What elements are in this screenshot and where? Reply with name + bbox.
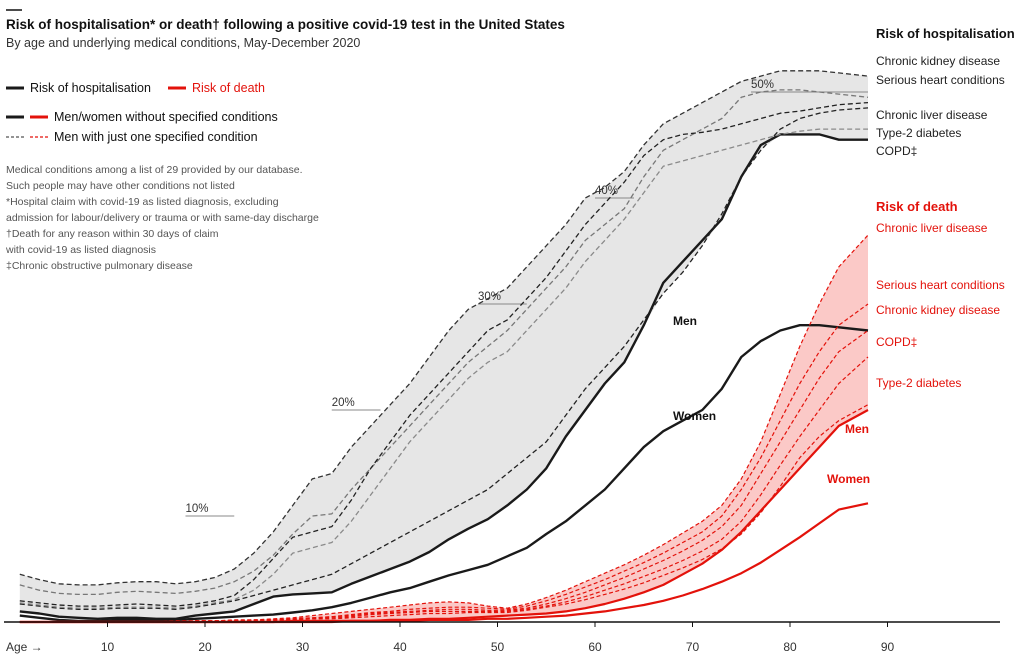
x-tick-label: 40: [393, 640, 407, 654]
series-labels: Chronic kidney disease Serious heart cond…: [673, 54, 1005, 486]
legend-item-hosp: Risk of hospitalisation: [30, 81, 151, 95]
hosp-line-serious-heart-conditions: [19, 89, 869, 596]
gridline-label: 10%: [186, 503, 209, 515]
x-tick-label: 50: [491, 640, 505, 654]
gridline-label: 30%: [478, 291, 501, 303]
heading-death: Risk of death: [876, 199, 958, 214]
legend: Risk of hospitalisation Risk of death Me…: [6, 81, 278, 144]
hospitalisation-band: [19, 70, 869, 619]
legend-item-one-condition: Men with just one specified condition: [54, 130, 258, 144]
hosp-label-chronic-liver-disease: Chronic liver disease: [876, 108, 988, 122]
legend-item-death: Risk of death: [192, 81, 265, 95]
hosp-line-type-2-diabetes: [19, 107, 869, 610]
x-axis-label: Age →: [6, 640, 43, 654]
death-label-copd: COPD‡: [876, 335, 917, 349]
death-label-chronic-liver-disease: Chronic liver disease: [876, 221, 988, 235]
death-inline-women: Women: [827, 472, 870, 486]
hosp-line-copd: [19, 128, 868, 609]
x-tick-label: 70: [686, 640, 700, 654]
heading-hospitalisation: Risk of hospitalisation: [876, 26, 1015, 41]
x-tick-label: 10: [101, 640, 115, 654]
gridline-label: 40%: [595, 185, 618, 197]
chart-title: Risk of hospitalisation* or death† follo…: [6, 17, 565, 32]
gridline-label: 20%: [332, 397, 355, 409]
x-axis: Age → 10 20 30 40 50 60 70 80 90: [4, 621, 1000, 654]
shaded-bands: [19, 70, 869, 622]
legend-item-no-conditions: Men/women without specified conditions: [54, 110, 278, 124]
footnotes: Medical conditions among a list of 29 pr…: [5, 164, 319, 272]
hosp-label-serious-heart-conditions: Serious heart conditions: [876, 73, 1005, 87]
death-label-serious-heart-conditions: Serious heart conditions: [876, 278, 1005, 292]
note-line: Such people may have other conditions no…: [6, 180, 235, 192]
note-line: *Hospital claim with covid-19 as listed …: [6, 196, 279, 208]
note-line: with covid-19 as listed diagnosis: [5, 244, 156, 256]
note-line: ‡Chronic obstructive pulmonary disease: [6, 260, 193, 272]
hosp-label-chronic-kidney-disease: Chronic kidney disease: [876, 54, 1000, 68]
hosp-inline-men: Men: [673, 314, 697, 328]
x-tick-label: 80: [783, 640, 797, 654]
hosp-line-women: [19, 324, 869, 623]
x-tick-label: 20: [198, 640, 212, 654]
death-label-type-2-diabetes: Type-2 diabetes: [876, 376, 961, 390]
x-tick-label: 60: [588, 640, 602, 654]
note-line: admission for labour/delivery or trauma …: [6, 212, 319, 224]
hosp-inline-women: Women: [673, 409, 716, 423]
hosp-label-copd: COPD‡: [876, 144, 917, 158]
death-inline-men: Men: [845, 422, 869, 436]
hosp-label-type-2-diabetes: Type-2 diabetes: [876, 126, 961, 140]
chart-subtitle: By age and underlying medical conditions…: [6, 36, 360, 50]
note-line: Medical conditions among a list of 29 pr…: [6, 164, 303, 176]
series-lines: [19, 70, 869, 624]
death-label-chronic-kidney-disease: Chronic kidney disease: [876, 303, 1000, 317]
gridlines: 10% 20% 30% 40% 50%: [185, 79, 868, 517]
hosp-line-chronic-liver-disease: [19, 101, 869, 607]
x-tick-label: 30: [296, 640, 310, 654]
gridline-label: 50%: [751, 79, 774, 91]
note-line: †Death for any reason within 30 days of …: [6, 228, 219, 240]
x-tick-label: 90: [881, 640, 895, 654]
hosp-line-chronic-kidney-disease: [19, 70, 869, 586]
